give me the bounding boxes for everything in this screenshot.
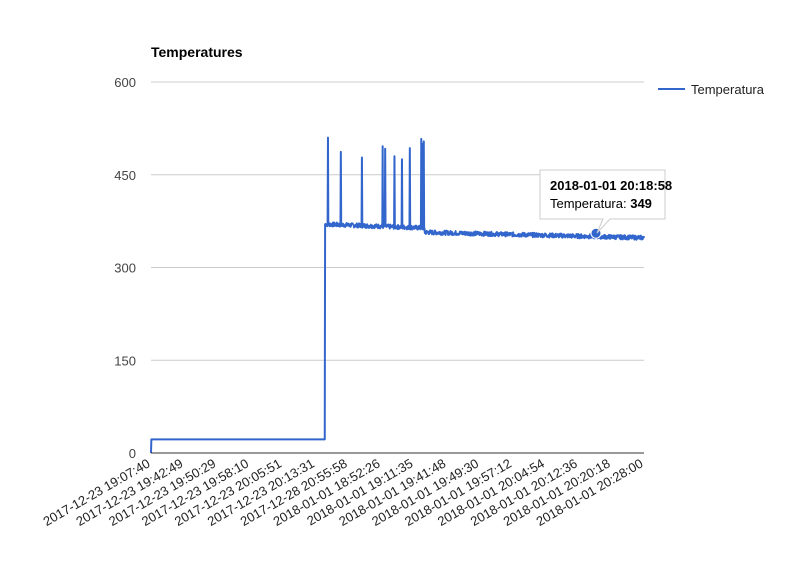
tooltip-box [539,169,666,234]
tooltip-series-name: Temperatura [550,196,624,211]
y-tick-label: 450 [114,168,136,183]
y-tick-label: 300 [114,261,136,276]
tooltip-value-line: Temperatura: 349 [550,196,652,211]
y-tick-label: 600 [114,75,136,90]
tooltip-title: 2018-01-01 20:18:58 [550,178,672,193]
y-tick-label: 150 [114,353,136,368]
y-tick-label: 0 [129,446,136,461]
tooltip: 2018-01-01 20:18:58 Temperatura: 349 [539,169,672,239]
chart-title: Temperatures [151,44,243,60]
legend[interactable]: Temperatura [658,82,765,97]
series-line-temperatura[interactable] [150,136,645,454]
y-axis-ticks: 0 150 300 450 600 [114,75,136,461]
tooltip-value: 349 [630,196,652,211]
legend-label: Temperatura [691,82,765,97]
gridlines [151,81,644,361]
